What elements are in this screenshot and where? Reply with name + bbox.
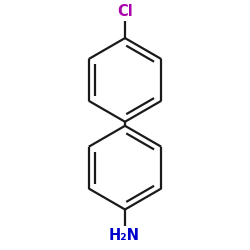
Text: H₂N: H₂N: [108, 228, 139, 243]
Text: Cl: Cl: [117, 4, 133, 19]
